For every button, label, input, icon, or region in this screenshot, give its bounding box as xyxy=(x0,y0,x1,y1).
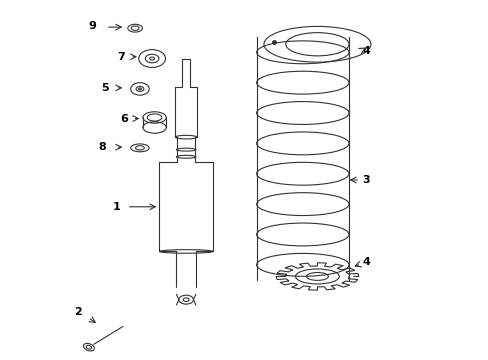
Text: 6: 6 xyxy=(120,113,127,123)
Text: 4: 4 xyxy=(362,46,369,57)
Text: 4: 4 xyxy=(362,257,369,267)
Text: 5: 5 xyxy=(101,83,108,93)
Text: 3: 3 xyxy=(362,175,369,185)
Text: 8: 8 xyxy=(98,142,106,152)
Text: 7: 7 xyxy=(118,52,125,62)
Text: 2: 2 xyxy=(74,307,81,317)
Text: 9: 9 xyxy=(88,21,96,31)
Text: 1: 1 xyxy=(113,202,120,212)
